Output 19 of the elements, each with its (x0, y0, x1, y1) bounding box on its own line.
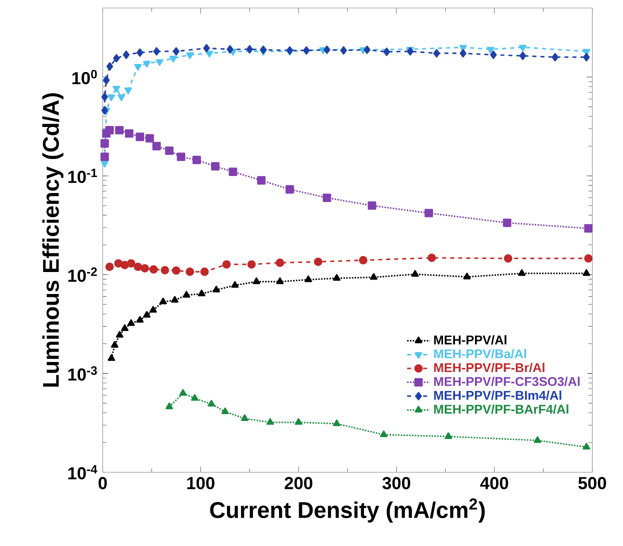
x-axis-title: Current Density (mA/cm$^{2}$) (210, 498, 485, 522)
y-tick-label: 10$^{-2}$ (68, 267, 97, 282)
x-tick-label: 400 (480, 476, 508, 490)
legend-label: MEH-PPV/PF-BArF4/Al (434, 404, 568, 414)
x-tick-label: 300 (382, 476, 410, 490)
x-tick-label: 200 (284, 476, 312, 490)
legend-label: MEH-PPV/PF-BIm4/Al (434, 390, 562, 400)
legend-label: MEH-PPV/PF-CF3SO3/Al (434, 376, 580, 386)
y-tick-label: 10$^{-3}$ (68, 366, 97, 381)
x-tick-label: 500 (578, 476, 606, 490)
legend-label: MEH-PPV/Ba/Al (434, 348, 526, 358)
legend-label: MEH-PPV/Al (434, 334, 506, 344)
y-axis-title: Luminous Efficiency (Cd/A) (42, 93, 64, 387)
x-tick-label: 0 (98, 476, 107, 490)
y-tick-label: 10$^{-1}$ (68, 168, 97, 183)
x-tick-label: 100 (187, 476, 214, 490)
y-tick-label: 10$^{-4}$ (68, 464, 98, 480)
y-tick-label: 10$^{0}$ (72, 70, 97, 84)
legend-label: MEH-PPV/PF-Br/Al (434, 362, 544, 372)
